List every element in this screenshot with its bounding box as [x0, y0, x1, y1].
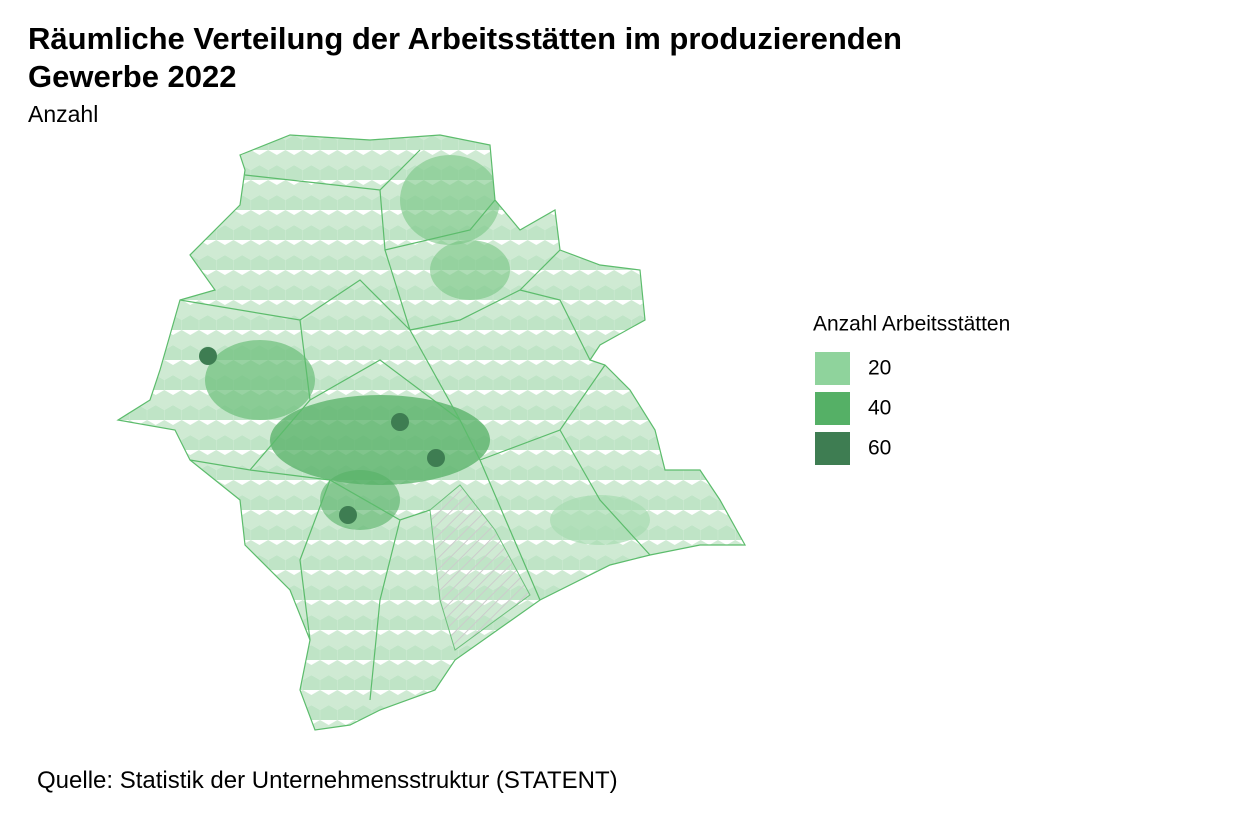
legend-title: Anzahl Arbeitsstätten: [813, 313, 1010, 336]
title: Räumliche Verteilung der Arbeitsstätten …: [28, 21, 902, 94]
legend-label: 20: [868, 357, 891, 380]
district-borders: [117, 134, 746, 731]
legend-swatch: [815, 352, 850, 385]
lake: [429, 484, 531, 651]
source: Quelle: Statistik der Unternehmensstrukt…: [37, 767, 618, 794]
subtitle: Anzahl: [28, 101, 99, 127]
hex-layer: [118, 135, 745, 730]
legend-swatch: [815, 432, 850, 465]
legend-label: 60: [868, 437, 891, 460]
legend-swatch: [815, 392, 850, 425]
legend-label: 40: [868, 397, 891, 420]
